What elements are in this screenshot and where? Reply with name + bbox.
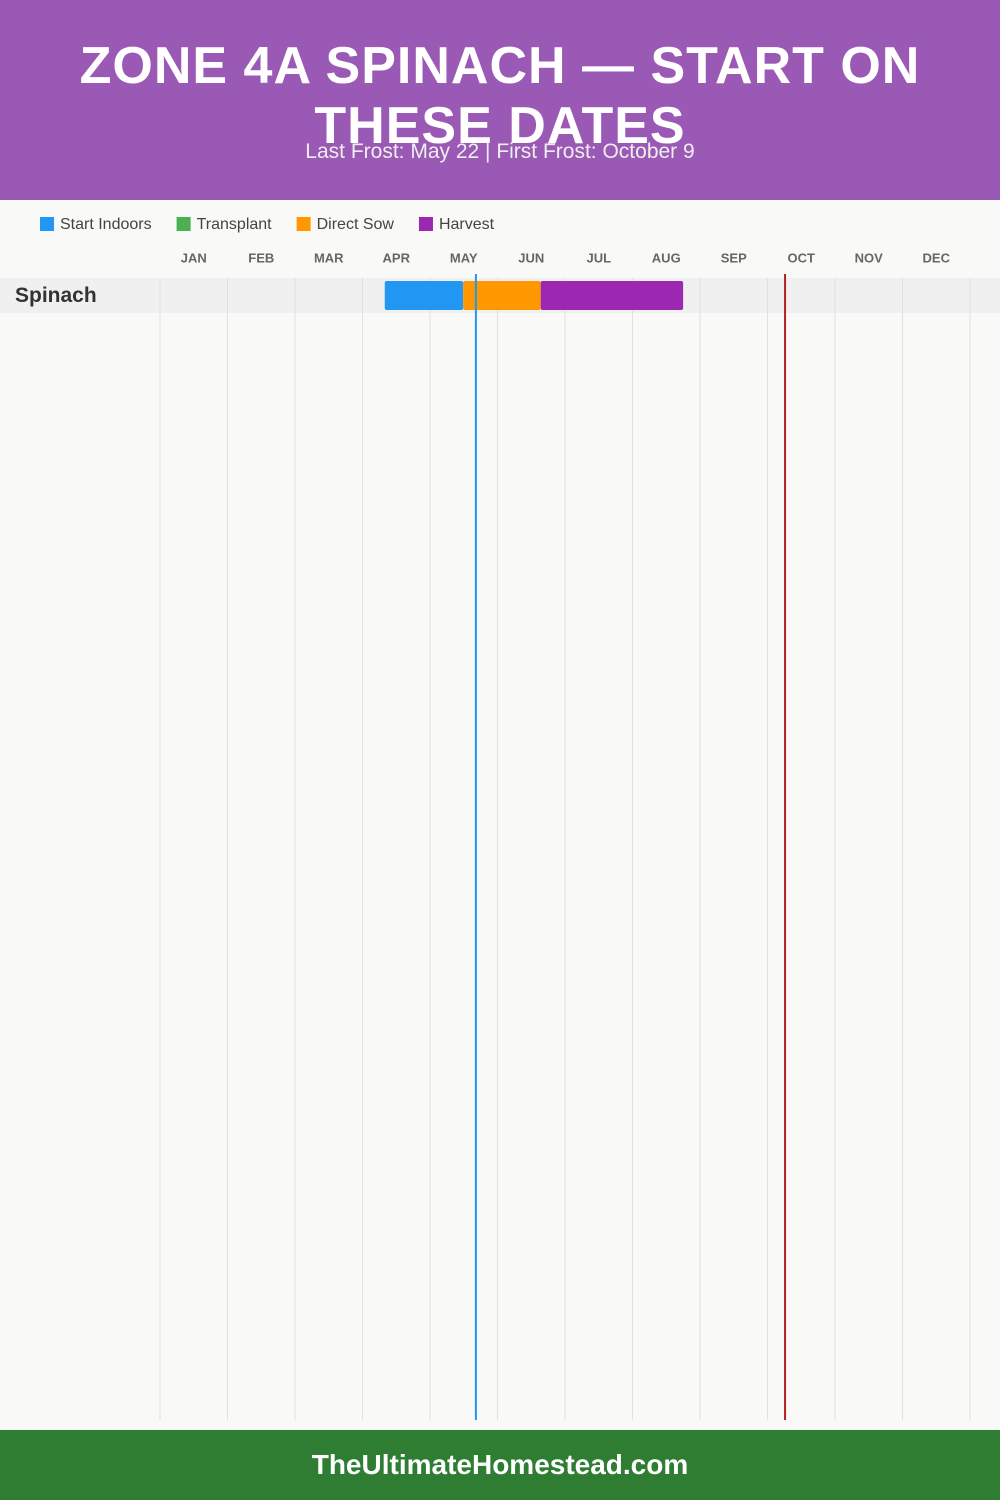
x-tick-label: MAY [450,250,478,265]
chart: Start Indoors Transplant Direct Sow Harvest… [0,216,1000,1420]
x-tick-label: FEB [248,250,274,265]
x-tick-label: APR [383,250,411,265]
legend-label: Transplant [197,216,273,233]
x-tick-label: MAR [314,250,344,265]
legend-swatch [418,217,433,231]
x-tick-label: JUL [586,250,611,265]
legend-label: Harvest [439,216,495,233]
x-tick-label: SEP [721,250,747,265]
x-tick-label: NOV [855,250,884,265]
footer: TheUltimateHomestead.com [0,1430,1000,1500]
x-tick-label: AUG [652,250,681,265]
legend-label: Start Indoors [60,216,152,233]
header: ZONE 4A SPINACH — START ON THESE DATES L… [0,0,1000,200]
chart-subtitle: Last Frost: May 22 | First Frost: Octobe… [305,140,695,163]
chart-title: ZONE 4A SPINACH — START ON THESE DATES [79,37,921,155]
bar-segment [540,281,684,310]
bar-segment [463,281,541,310]
x-tick-label: DEC [923,250,951,265]
x-tick-label: OCT [788,250,816,265]
x-tick-label: JAN [181,250,207,265]
legend-label: Direct Sow [317,216,395,233]
bar-segment [384,281,464,310]
legend-swatch [296,217,311,231]
x-tick-label: JUN [518,250,544,265]
row-label: Spinach [15,284,97,307]
legend-swatch [40,217,54,231]
legend-swatch [176,217,191,231]
